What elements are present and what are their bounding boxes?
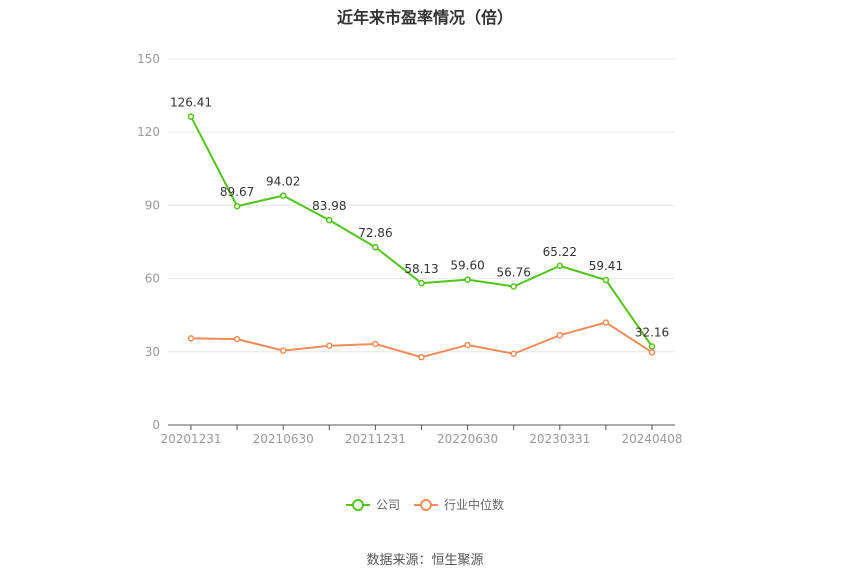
y-axis: 0 30 60 90 120 150	[137, 52, 160, 432]
data-point	[233, 202, 241, 210]
data-point	[187, 335, 195, 342]
y-tick-label: 90	[145, 198, 160, 212]
data-point	[602, 319, 610, 326]
data-point	[510, 283, 517, 290]
legend-item-0[interactable]: 公司	[345, 496, 400, 513]
data-label: 72.86	[358, 226, 392, 240]
data-point	[326, 342, 333, 349]
data-point	[279, 347, 287, 354]
y-tick-label: 0	[152, 418, 160, 432]
data-point	[648, 349, 656, 356]
data-point	[510, 350, 517, 358]
y-tick-label: 150	[137, 52, 160, 66]
data-labels: 126.41 89.67 94.02 83.98 72.86 58.13 59.60 56.7…	[170, 96, 669, 340]
series-line-0	[190, 116, 653, 348]
data-label: 94.02	[266, 175, 300, 189]
legend-swatch-icon	[345, 498, 370, 512]
data-point	[233, 335, 241, 343]
data-point	[418, 353, 425, 361]
y-tick-label: 60	[145, 272, 160, 286]
x-tick-label: 20201231	[160, 432, 221, 446]
data-label: 89.67	[220, 185, 254, 199]
data-point	[464, 276, 471, 283]
data-point	[464, 341, 471, 349]
y-tick-label: 30	[145, 345, 160, 359]
data-label: 56.76	[497, 266, 531, 280]
data-point	[279, 192, 287, 199]
y-tick-label: 120	[137, 125, 160, 139]
data-point	[187, 113, 195, 120]
data-label: 32.16	[635, 326, 669, 340]
chart-title: 近年来市盈率情况（倍）	[336, 8, 513, 27]
data-label: 65.22	[543, 245, 577, 259]
data-source: 数据来源：恒生聚源	[366, 553, 484, 568]
data-point	[556, 262, 564, 270]
legend-item-1[interactable]: 行业中位数	[414, 496, 504, 513]
data-label: 59.41	[589, 259, 623, 273]
legend: 公司 行业中位数	[0, 496, 850, 513]
data-point	[326, 216, 333, 224]
data-label: 59.60	[450, 259, 484, 273]
legend-label: 行业中位数	[444, 498, 505, 512]
data-point	[372, 340, 379, 348]
data-point	[556, 331, 564, 339]
data-point	[418, 279, 425, 287]
legend-label: 公司	[375, 498, 400, 512]
data-point	[372, 243, 379, 251]
data-point	[648, 343, 656, 350]
data-point	[602, 276, 610, 284]
x-tick-label: 20220630	[437, 432, 498, 446]
data-label: 83.98	[312, 199, 346, 213]
legend-swatch-icon	[414, 498, 438, 512]
data-label: 58.13	[404, 262, 438, 276]
x-tick-label: 20230331	[529, 432, 590, 446]
series-layer	[187, 113, 656, 361]
x-tick-label: 20211231	[345, 432, 406, 446]
x-axis: 20201231 20210630 20211231 20220630 20230331…	[160, 424, 683, 446]
grid-lines	[168, 58, 675, 353]
x-tick-label: 20240408	[621, 432, 682, 446]
data-label: 126.41	[170, 96, 212, 110]
x-tick-label: 20210630	[253, 432, 314, 446]
